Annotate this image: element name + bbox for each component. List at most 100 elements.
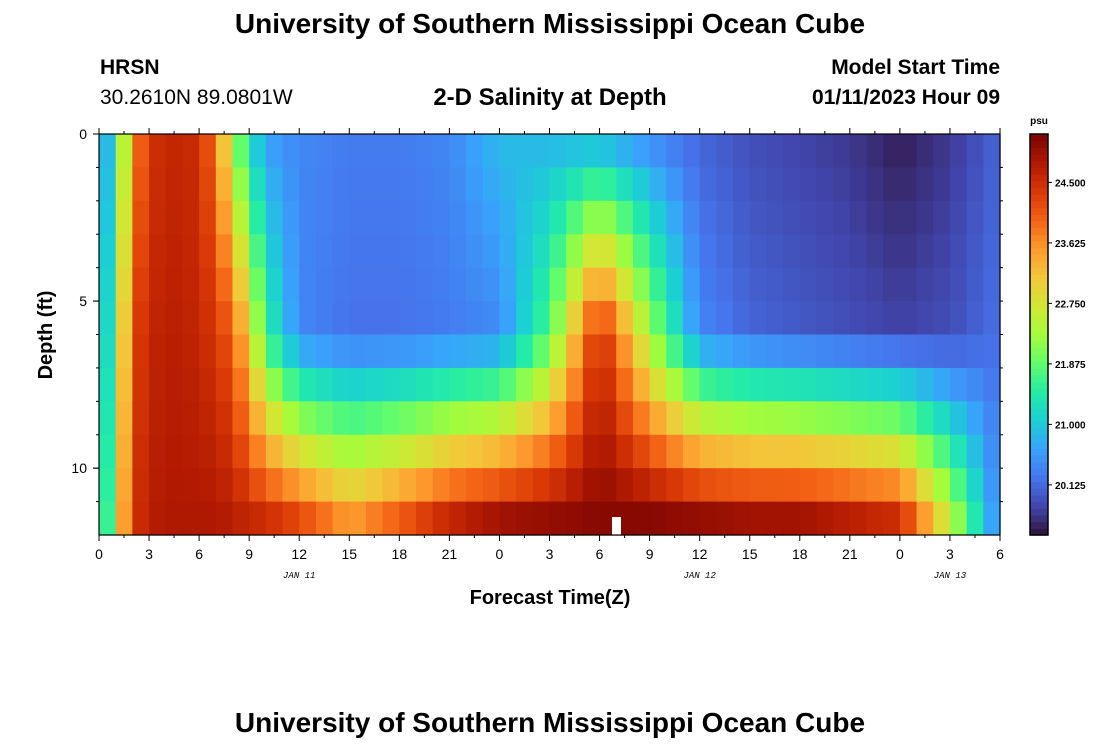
heatmap-cell bbox=[799, 301, 818, 336]
colorbar-swatch bbox=[1030, 514, 1048, 523]
heatmap-cell bbox=[899, 501, 918, 536]
heatmap-cell bbox=[582, 434, 601, 469]
heatmap-cell bbox=[582, 200, 601, 235]
heatmap-cell bbox=[649, 267, 667, 302]
heatmap-cell bbox=[566, 434, 584, 469]
heatmap-cell bbox=[916, 501, 934, 536]
heatmap-cell bbox=[365, 200, 384, 235]
heatmap-cell bbox=[315, 200, 334, 235]
heatmap-cell bbox=[616, 367, 634, 402]
heatmap-cell bbox=[883, 267, 901, 302]
heatmap-cell bbox=[399, 501, 417, 536]
heatmap-cell bbox=[933, 468, 951, 503]
heatmap-cell bbox=[365, 134, 384, 169]
heatmap-cell bbox=[365, 334, 384, 369]
colorbar-swatch bbox=[1030, 227, 1048, 235]
heatmap-cell bbox=[466, 167, 484, 202]
heatmap-cell bbox=[516, 134, 534, 169]
heatmap-cell bbox=[983, 501, 1001, 536]
heatmap-cell bbox=[783, 434, 801, 469]
heatmap-cell bbox=[332, 367, 350, 402]
heatmap-cell bbox=[983, 334, 1001, 369]
heatmap-cell bbox=[299, 367, 317, 402]
heatmap-cell bbox=[916, 301, 934, 336]
colorbar-swatch bbox=[1030, 414, 1048, 422]
heatmap-cell bbox=[282, 401, 300, 436]
heatmap-cell bbox=[699, 167, 717, 202]
heatmap-cell bbox=[666, 301, 684, 336]
heatmap-cell bbox=[582, 468, 601, 503]
heatmap-cell bbox=[232, 434, 250, 469]
heatmap-cell bbox=[883, 234, 901, 269]
heatmap-cell bbox=[516, 334, 534, 369]
heatmap-cell bbox=[682, 468, 701, 503]
heatmap-cell bbox=[699, 468, 717, 503]
heatmap-cell bbox=[432, 501, 450, 536]
heatmap-cell bbox=[416, 501, 434, 536]
heatmap-cell bbox=[833, 401, 851, 436]
heatmap-cell bbox=[749, 134, 768, 169]
heatmap-cell bbox=[449, 267, 467, 302]
heatmap-cell bbox=[399, 167, 417, 202]
heatmap-cell bbox=[582, 267, 601, 302]
heatmap-cell bbox=[265, 301, 284, 336]
heatmap-cell bbox=[849, 200, 868, 235]
heatmap-cell bbox=[382, 468, 400, 503]
heatmap-cell bbox=[599, 468, 617, 503]
heatmap-cell bbox=[649, 301, 667, 336]
heatmap-cell bbox=[749, 301, 768, 336]
heatmap-cell bbox=[482, 367, 501, 402]
heatmap-cell bbox=[666, 401, 684, 436]
heatmap-cell bbox=[149, 301, 167, 336]
heatmap-cell bbox=[899, 134, 918, 169]
heatmap-cell bbox=[99, 434, 117, 469]
heatmap-cell bbox=[682, 301, 701, 336]
heatmap-cell bbox=[849, 367, 868, 402]
heatmap-cell bbox=[933, 234, 951, 269]
heatmap-cell bbox=[566, 367, 584, 402]
heatmap-cell bbox=[949, 501, 968, 536]
heatmap-cell bbox=[866, 401, 884, 436]
heatmap-cell bbox=[232, 234, 250, 269]
heatmap-cell bbox=[566, 501, 584, 536]
colorbar-swatch bbox=[1030, 240, 1048, 249]
heatmap-cell bbox=[899, 434, 918, 469]
heatmap-cell bbox=[916, 200, 934, 235]
heatmap-cell bbox=[416, 134, 434, 169]
heatmap-cell bbox=[783, 134, 801, 169]
heatmap-cell bbox=[582, 234, 601, 269]
heatmap-cell bbox=[99, 401, 117, 436]
heatmap-cell bbox=[716, 468, 734, 503]
heatmap-cell bbox=[315, 501, 334, 536]
heatmap-cell bbox=[949, 334, 968, 369]
heatmap-cell bbox=[182, 167, 200, 202]
heatmap-cell bbox=[749, 200, 768, 235]
x-tick-label: 0 bbox=[496, 546, 504, 562]
colorbar-swatch bbox=[1030, 174, 1048, 182]
heatmap-cell bbox=[983, 434, 1001, 469]
heatmap-cell bbox=[199, 301, 217, 336]
heatmap-cell bbox=[549, 167, 567, 202]
heatmap-cell bbox=[99, 501, 117, 536]
heatmap-cell bbox=[799, 468, 818, 503]
colorbar-swatch bbox=[1030, 194, 1048, 202]
heatmap-cell bbox=[416, 434, 434, 469]
heatmap-cell bbox=[582, 134, 601, 169]
heatmap-cell bbox=[466, 434, 484, 469]
heatmap-cell bbox=[933, 301, 951, 336]
heatmap-cell bbox=[966, 367, 984, 402]
heatmap-cell bbox=[833, 234, 851, 269]
heatmap-cell bbox=[866, 200, 884, 235]
heatmap-cell bbox=[282, 334, 300, 369]
heatmap-cell bbox=[215, 434, 234, 469]
x-tick-label: 21 bbox=[442, 546, 458, 562]
heatmap-cell bbox=[115, 501, 133, 536]
heatmap-cell bbox=[282, 267, 300, 302]
heatmap-cell bbox=[215, 167, 234, 202]
heatmap-cell bbox=[165, 468, 184, 503]
heatmap-cell bbox=[249, 401, 267, 436]
x-tick-label: 6 bbox=[996, 546, 1004, 562]
heatmap-cell bbox=[883, 334, 901, 369]
heatmap-cell bbox=[816, 401, 834, 436]
heatmap-cell bbox=[966, 234, 984, 269]
